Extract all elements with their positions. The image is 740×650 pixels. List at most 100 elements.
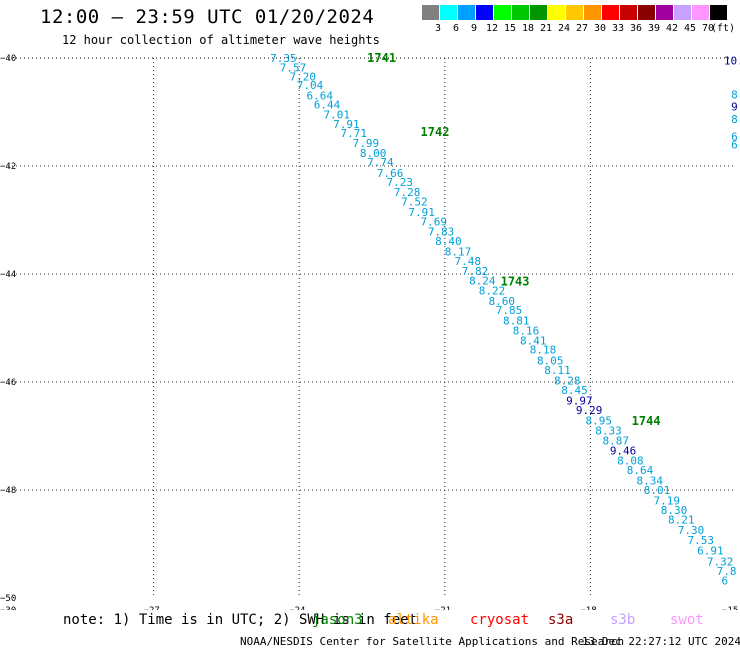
lat-tick-label: −44 (0, 270, 16, 280)
edge-track: 10.9 898 66 (724, 55, 740, 152)
legend-swatch (440, 5, 457, 20)
wave-height-map: −30 −27 −24 −21 −18 −15 −40 −42 −44 −46 −48 −50 7.3… (0, 51, 740, 610)
wave-height-value: 7.23 (387, 176, 414, 189)
wave-height-value: 7.28 (394, 186, 421, 199)
lon-tick-label: −30 (0, 606, 16, 610)
lon-tick-label: −18 (580, 606, 596, 610)
axis-labels: −30 −27 −24 −21 −18 −15 −40 −42 −44 −46 −48 −50 (0, 54, 738, 610)
wave-height-value: 8.22 (479, 285, 506, 298)
edge-wave-value: 8 (731, 113, 738, 126)
legend-label: 30 (593, 23, 607, 34)
legend-label: 21 (539, 23, 553, 34)
legend-swatch (548, 5, 565, 20)
lon-tick-label: −15 (722, 606, 738, 610)
wave-height-value: 8.33 (595, 425, 622, 438)
lat-tick-label: −42 (0, 162, 16, 172)
edge-wave-value: 6 (731, 130, 738, 143)
time-label: 1744 (632, 414, 661, 428)
legend-swatch (566, 5, 583, 20)
satellite-label-s3a: s3a (548, 612, 574, 628)
lat-tick-label: −50 (0, 594, 16, 604)
wave-height-value: 8.00 (360, 147, 387, 160)
wave-height-value: 9.46 (610, 445, 637, 458)
wave-height-value: 8.40 (435, 235, 462, 248)
legend-label: 36 (629, 23, 643, 34)
legend-label: 18 (521, 23, 535, 34)
legend-label: 33 (611, 23, 625, 34)
edge-wave-value: 10.9 (724, 55, 740, 68)
satellite-label-jason3: jason3 (312, 612, 363, 628)
note-text: note: 1) Time is in UTC; 2) SWH is in fe… (63, 612, 418, 628)
wave-height-value: 8.34 (637, 474, 664, 487)
legend-label: 70 (701, 23, 715, 34)
satellite-label-cryosat: cryosat (470, 612, 530, 628)
wave-height-value: 8.18 (530, 344, 557, 357)
satellite-label-altika: altika (388, 612, 439, 628)
wave-height-value: 8.60 (488, 295, 514, 308)
edge-wave-value: 6 (731, 138, 738, 151)
edge-wave-value: 9 (731, 101, 738, 114)
wave-height-value: 7.48 (455, 255, 482, 268)
legend-swatch (530, 5, 547, 20)
legend-label: 12 (485, 23, 499, 34)
wave-height-value: 7.8 (717, 565, 737, 578)
wave-height-value: 7.32 (707, 555, 734, 568)
wave-height-value: 7.83 (428, 225, 455, 238)
edge-wave-value: 8 (731, 89, 738, 102)
wave-height-value: 8.30 (661, 504, 688, 517)
wave-height-value: 8.45 (561, 384, 588, 397)
time-label: 1741 (367, 51, 396, 65)
legend-unit: (ft) (710, 23, 736, 34)
wave-height-value: 8.21 (668, 514, 695, 527)
wave-height-value: 6.44 (314, 98, 341, 111)
wave-height-value: 7.53 (687, 534, 714, 547)
legend-swatch (692, 5, 709, 20)
map-title: 12:00 – 23:59 UTC 01/20/2024 (40, 6, 375, 28)
wave-height-value: 8.11 (544, 364, 571, 377)
legend-label: 3 (434, 23, 442, 34)
legend-swatch (638, 5, 655, 20)
legend-label: 39 (647, 23, 661, 34)
wave-height-value: 8.95 (586, 414, 613, 427)
wave-height-value: 8.01 (644, 484, 671, 497)
wave-height-value: 7.30 (678, 524, 705, 537)
wave-height-value: 8.17 (445, 245, 472, 258)
wave-height-value: 7.57 (280, 62, 307, 75)
legend-swatch (656, 5, 673, 20)
wave-height-value: 7.91 (333, 118, 360, 131)
wave-height-value: 7.82 (462, 265, 489, 278)
lat-tick-label: −48 (0, 486, 16, 496)
legend-swatch (512, 5, 529, 20)
map-subtitle: 12 hour collection of altimeter wave hei… (62, 33, 380, 47)
wave-height-value: 7.19 (653, 494, 680, 507)
wave-height-value: 8.05 (537, 354, 564, 367)
lon-tick-label: −27 (144, 606, 160, 610)
legend-swatch (476, 5, 493, 20)
altimeter-track: 7.357.577.207.046.646.447.017.917.717.99… (270, 52, 736, 588)
legend-label: 42 (665, 23, 679, 34)
satellite-label-swot: swot (670, 612, 704, 628)
legend-swatch (422, 5, 439, 20)
wave-height-value: 8.64 (627, 464, 654, 477)
wave-height-value: 7.01 (323, 109, 350, 122)
wave-height-value: 7.04 (297, 79, 324, 92)
lon-tick-label: −21 (435, 606, 451, 610)
wave-height-value: 7.35 (270, 52, 297, 65)
wave-height-value: 8.87 (603, 434, 630, 447)
legend-label: 15 (503, 23, 517, 34)
wave-height-value: 7.85 (496, 304, 523, 317)
wave-height-value: 7.69 (421, 216, 448, 229)
lat-tick-label: −46 (0, 378, 16, 388)
wave-height-value: 9.97 (566, 394, 593, 407)
wave-height-value: 9.29 (576, 404, 603, 417)
time-label: 1742 (421, 125, 450, 139)
legend-swatch (494, 5, 511, 20)
wave-height-value: 7.99 (353, 137, 380, 150)
wave-height-value: 7.71 (340, 127, 367, 140)
legend-label: 9 (470, 23, 478, 34)
credit-text: NOAA/NESDIS Center for Satellite Applica… (240, 635, 625, 648)
legend-label: 45 (683, 23, 697, 34)
lon-tick-label: −24 (289, 606, 305, 610)
legend-swatch (458, 5, 475, 20)
legend-swatch (602, 5, 619, 20)
